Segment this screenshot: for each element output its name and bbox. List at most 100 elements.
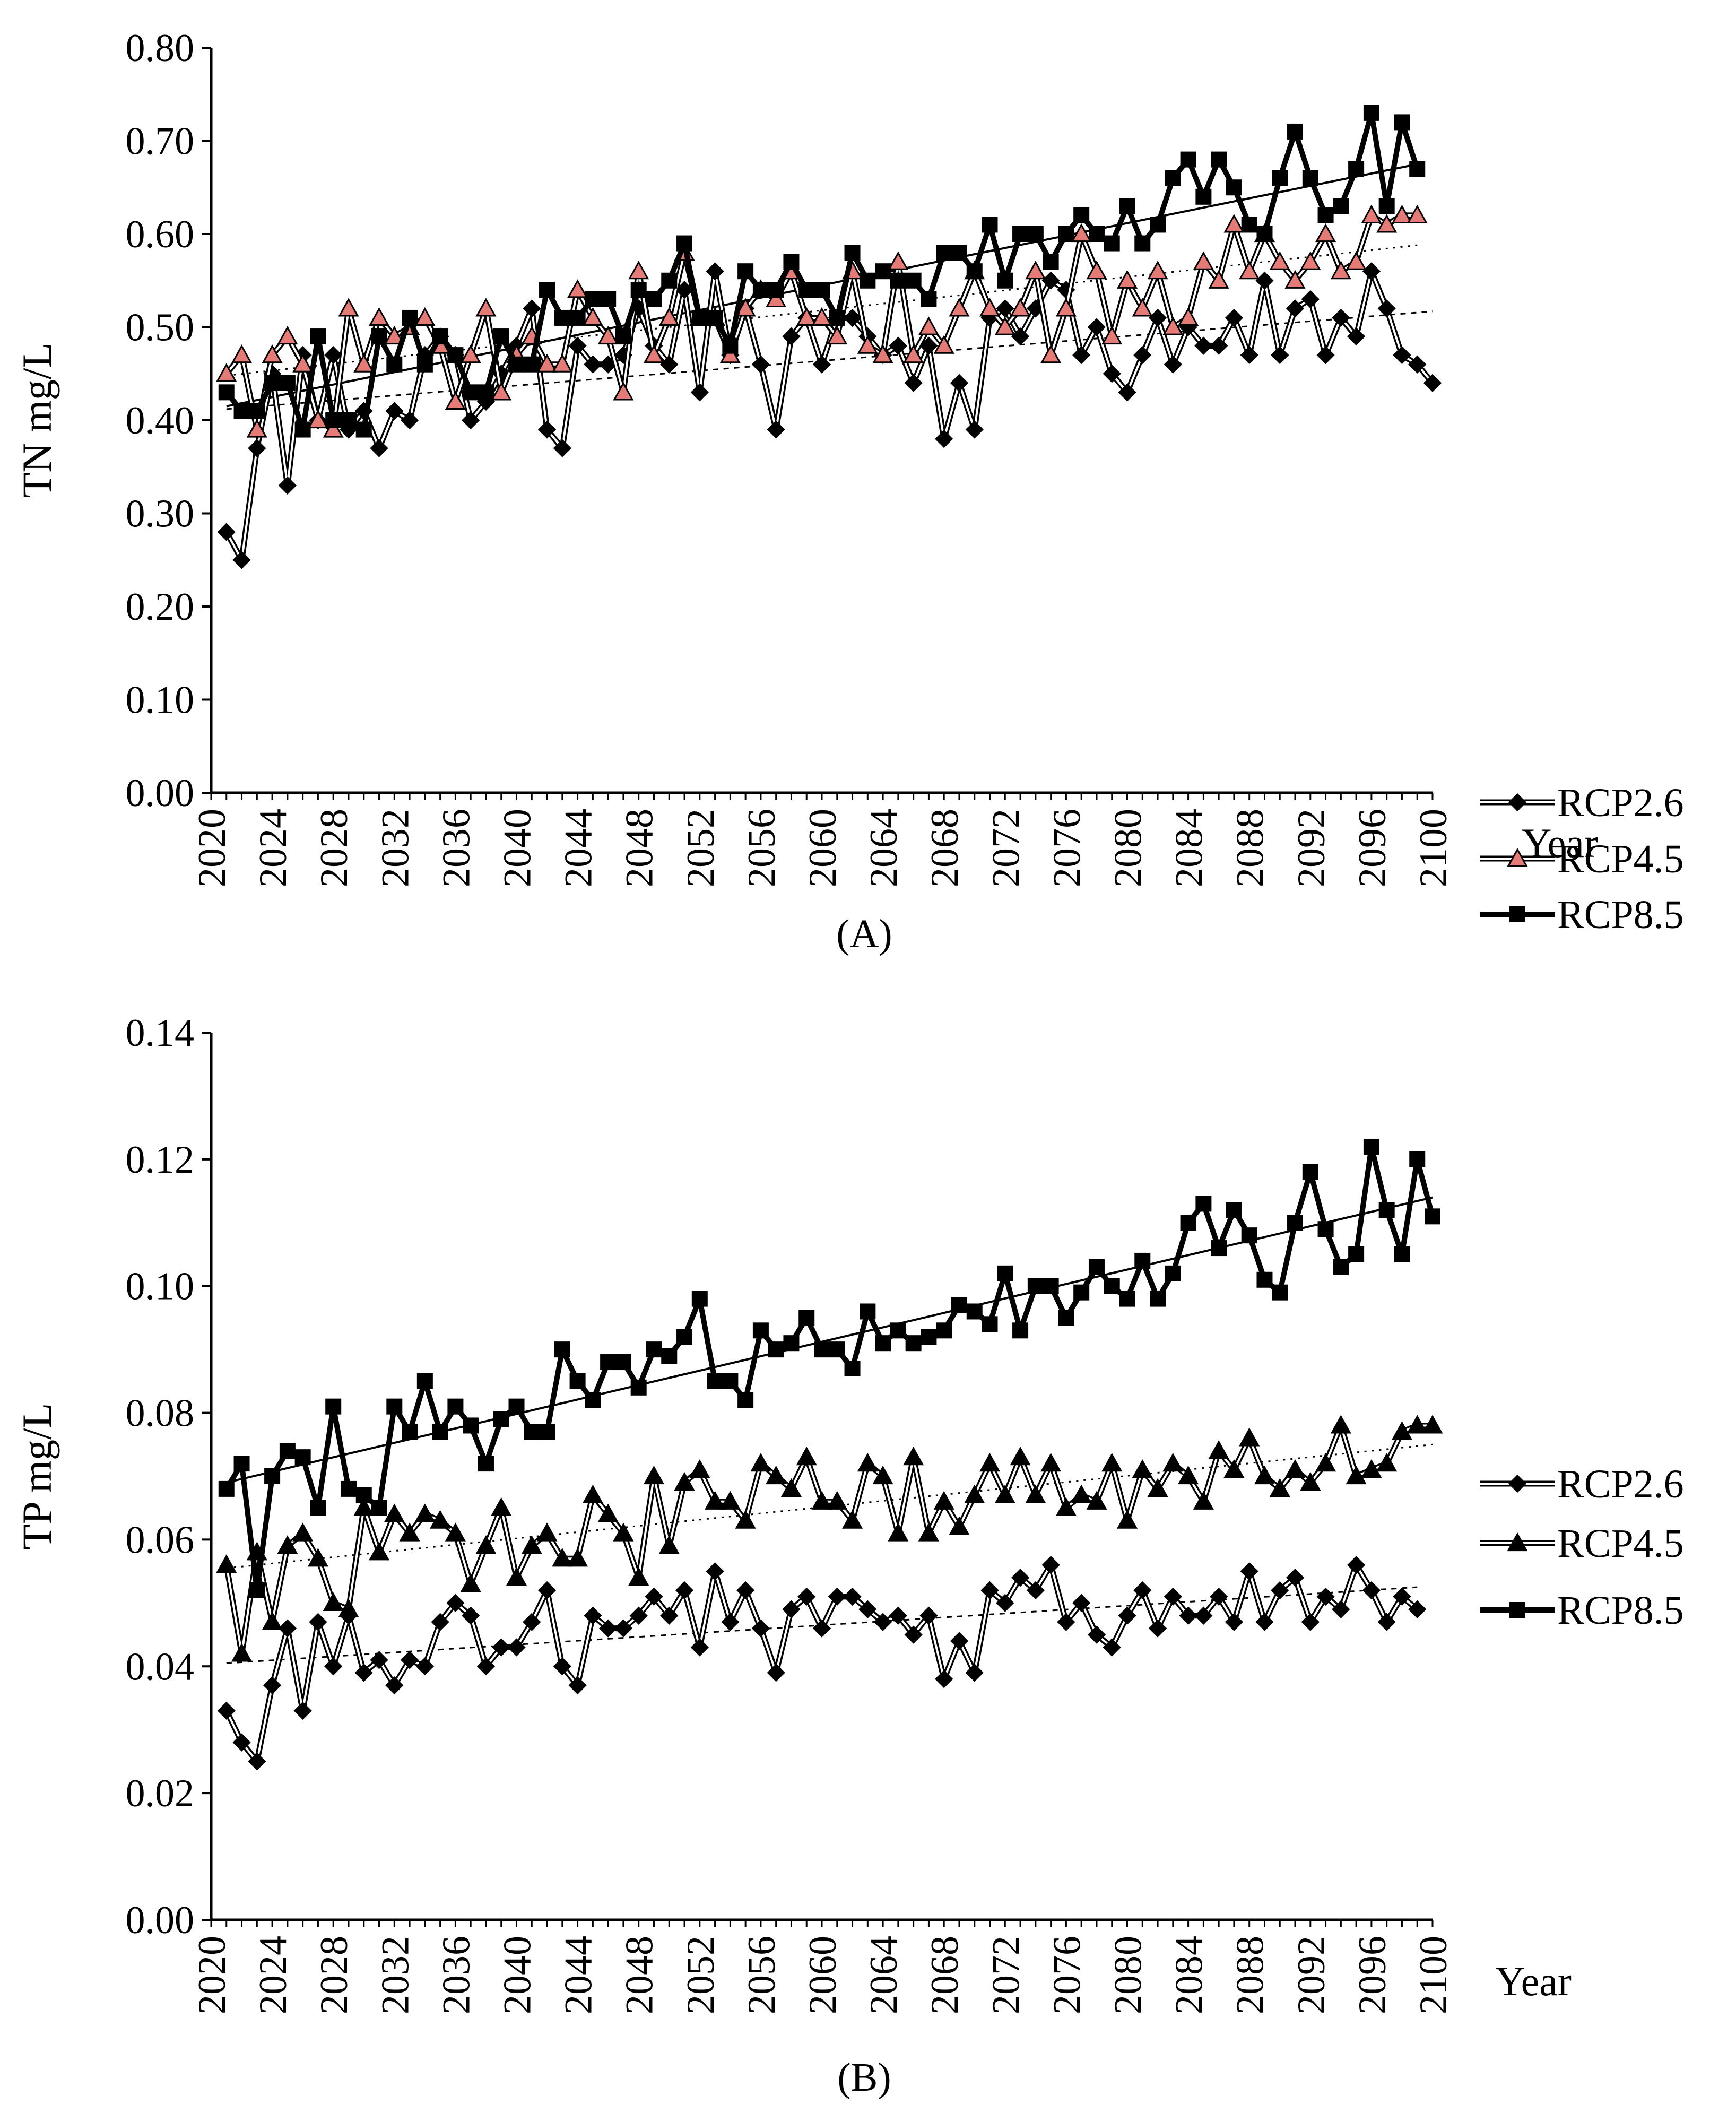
data-point-rcp26 [873,1613,892,1631]
data-point-rcp45 [811,1491,832,1510]
data-point-rcp45 [475,1535,497,1554]
data-point-rcp85 [493,1411,509,1427]
data-point-rcp45 [262,344,283,363]
data-point-rcp26 [1087,318,1106,336]
data-point-rcp45 [384,325,405,345]
legend-marker-rcp45 [1507,847,1528,867]
data-point-rcp26 [1148,1619,1167,1638]
data-point-rcp26 [1316,346,1335,365]
data-point-rcp85 [951,1297,967,1313]
data-point-rcp26 [1026,1581,1045,1600]
data-point-rcp85 [539,1424,555,1440]
data-point-rcp85 [432,328,448,345]
data-point-rcp45 [597,325,619,345]
data-point-rcp85 [554,309,570,326]
data-point-rcp45 [689,1459,710,1478]
data-point-rcp26 [278,476,297,495]
data-point-rcp45 [1193,251,1214,270]
data-point-rcp85 [1088,226,1105,242]
data-point-rcp45 [903,1447,924,1466]
data-point-rcp26 [843,308,862,327]
data-point-rcp45 [613,1522,634,1542]
data-point-rcp85 [478,1456,494,1472]
data-point-rcp45 [567,1548,588,1567]
x-tick-label: 2020 [190,809,234,887]
data-point-rcp45 [643,344,665,363]
data-point-rcp26 [1072,1594,1091,1612]
legend-label: RCP2.6 [1557,1462,1684,1506]
data-point-rcp45 [994,1484,1015,1503]
data-point-rcp45 [1407,1415,1428,1434]
data-point-rcp26 [812,355,831,374]
data-point-rcp45 [811,307,832,326]
data-point-rcp26 [751,355,770,374]
data-point-rcp45 [735,298,756,317]
legend-marker-rcp45 [1507,1532,1528,1552]
x-tick-label: 2080 [1107,809,1150,887]
data-point-rcp85 [233,1456,250,1472]
y-tick-label: 0.10 [126,1265,195,1309]
data-point-rcp45 [323,1592,344,1611]
data-point-rcp26 [950,374,969,392]
data-point-rcp45 [949,298,970,317]
data-point-rcp26 [1133,1581,1152,1600]
legend-item-rcp45: RCP4.5 [1480,837,1684,881]
data-point-rcp85 [1180,151,1196,168]
data-point-rcp26 [599,1619,618,1638]
x-tick-label: 2024 [251,1936,295,2014]
data-point-rcp85 [432,1424,448,1440]
data-point-rcp45 [1422,1415,1443,1434]
data-point-rcp45 [1407,204,1428,223]
data-point-rcp45 [1101,325,1123,345]
data-point-rcp85 [875,1335,891,1352]
x-tick-label: 2060 [801,809,845,887]
data-point-rcp45 [521,1535,542,1554]
data-point-rcp85 [1104,1278,1120,1294]
data-point-rcp26 [629,1606,648,1625]
y-tick-label: 0.08 [126,1392,195,1435]
data-point-rcp26 [614,1619,633,1638]
data-point-rcp45 [552,1548,573,1567]
data-point-rcp45 [1315,1453,1336,1472]
data-point-rcp26 [1072,346,1091,365]
data-point-rcp45 [1055,298,1077,317]
data-point-rcp45 [1346,251,1367,270]
data-point-rcp45 [536,1522,558,1542]
data-point-rcp85 [1058,226,1074,242]
y-tick-label: 0.02 [126,1772,195,1815]
legend-marker-rcp26 [1508,1474,1527,1493]
data-point-rcp85 [1073,207,1090,223]
data-point-rcp45 [796,307,817,326]
data-point-rcp85 [630,1379,647,1396]
series-rcp26 [217,1556,1427,1771]
x-tick-label: 2076 [1045,809,1089,887]
data-point-rcp85 [1241,1227,1257,1244]
data-point-rcp85 [1134,235,1151,252]
data-point-rcp45 [658,307,680,326]
data-point-rcp45 [582,1484,603,1503]
x-tick-label: 2020 [190,1936,234,2014]
data-point-rcp26 [1194,336,1213,355]
data-point-rcp26 [1041,1556,1060,1574]
data-point-rcp26 [1347,327,1366,346]
data-point-rcp26 [1240,1562,1258,1581]
data-point-rcp26 [1423,374,1442,392]
data-point-rcp45 [262,1611,283,1630]
legend-label: RCP4.5 [1557,837,1684,881]
x-tick-label: 2056 [740,1936,784,2014]
data-point-rcp26 [950,1632,969,1650]
data-point-rcp85 [294,1449,311,1466]
data-point-rcp85 [1043,254,1059,270]
data-point-rcp85 [646,291,662,307]
data-point-rcp85 [966,263,983,280]
data-point-rcp45 [353,1497,375,1516]
x-tick-label: 2036 [435,809,478,887]
data-point-rcp85 [691,1291,708,1307]
data-point-rcp26 [645,1587,663,1606]
data-point-rcp26 [476,1657,496,1676]
data-point-rcp45 [1223,1459,1245,1478]
data-point-rcp45 [597,1503,619,1522]
data-point-rcp45 [277,1535,298,1554]
data-point-rcp85 [707,1373,723,1389]
